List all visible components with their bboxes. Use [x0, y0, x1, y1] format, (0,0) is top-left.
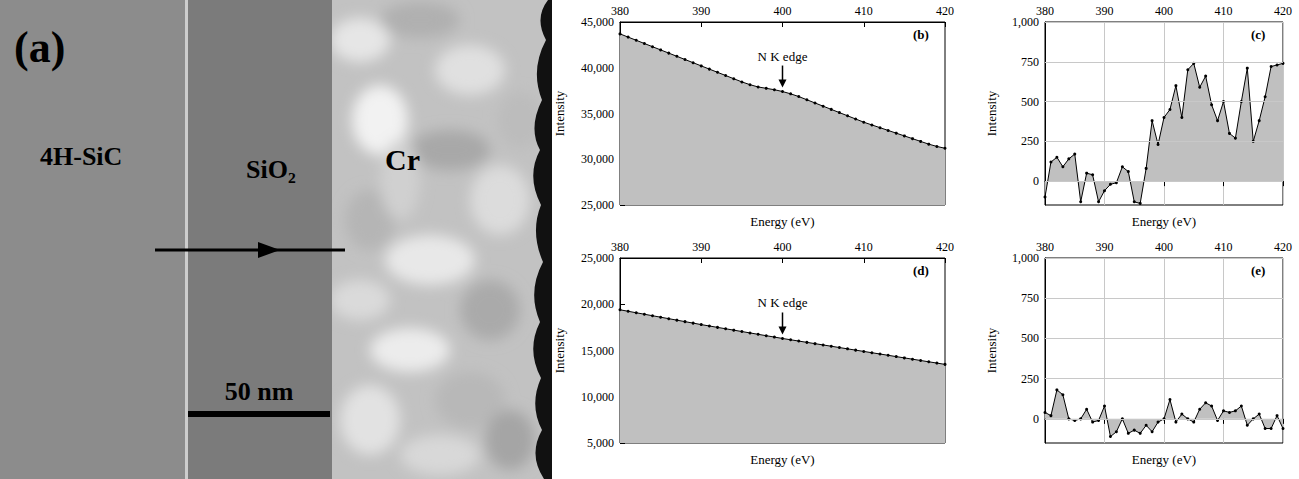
- svg-text:420: 420: [1274, 4, 1292, 18]
- svg-text:410: 410: [855, 240, 873, 254]
- svg-text:390: 390: [692, 4, 710, 18]
- svg-text:0: 0: [1033, 174, 1039, 188]
- svg-text:410: 410: [1215, 240, 1233, 254]
- svg-text:410: 410: [1215, 4, 1233, 18]
- svg-text:Energy (eV): Energy (eV): [1132, 452, 1196, 467]
- svg-text:15,000: 15,000: [581, 344, 614, 358]
- svg-text:380: 380: [1036, 240, 1054, 254]
- svg-text:390: 390: [1096, 240, 1114, 254]
- svg-text:400: 400: [774, 240, 792, 254]
- svg-text:(a): (a): [14, 23, 65, 72]
- svg-text:400: 400: [1155, 4, 1173, 18]
- svg-text:30,000: 30,000: [581, 152, 614, 166]
- svg-text:Intensity: Intensity: [984, 327, 999, 373]
- svg-text:40,000: 40,000: [581, 61, 614, 75]
- svg-text:400: 400: [774, 4, 792, 18]
- svg-text:410: 410: [855, 4, 873, 18]
- svg-text:380: 380: [1036, 4, 1054, 18]
- svg-text:250: 250: [1021, 134, 1039, 148]
- svg-text:Intensity: Intensity: [984, 90, 999, 136]
- svg-text:420: 420: [936, 4, 954, 18]
- svg-text:750: 750: [1021, 291, 1039, 305]
- svg-text:4H-SiC: 4H-SiC: [40, 142, 122, 171]
- svg-text:420: 420: [936, 240, 954, 254]
- svg-text:500: 500: [1021, 95, 1039, 109]
- svg-text:390: 390: [692, 240, 710, 254]
- svg-text:35,000: 35,000: [581, 107, 614, 121]
- svg-text:250: 250: [1021, 372, 1039, 386]
- svg-text:(c): (c): [1251, 27, 1265, 42]
- svg-text:1,000: 1,000: [1012, 15, 1039, 29]
- svg-text:Energy (eV): Energy (eV): [1132, 214, 1196, 229]
- svg-text:45,000: 45,000: [581, 15, 614, 29]
- svg-text:0: 0: [1033, 412, 1039, 426]
- svg-text:380: 380: [611, 240, 629, 254]
- svg-text:SiO₂: SiO₂: [246, 155, 296, 184]
- svg-text:Intensity: Intensity: [552, 327, 567, 373]
- svg-text:10,000: 10,000: [581, 390, 614, 404]
- svg-text:750: 750: [1021, 55, 1039, 69]
- svg-text:Energy (eV): Energy (eV): [750, 452, 814, 467]
- svg-text:N K edge: N K edge: [758, 295, 808, 310]
- svg-text:50 nm: 50 nm: [225, 377, 294, 406]
- svg-text:Energy (eV): Energy (eV): [750, 214, 814, 229]
- svg-text:5,000: 5,000: [587, 436, 614, 450]
- svg-text:500: 500: [1021, 331, 1039, 345]
- svg-text:390: 390: [1096, 4, 1114, 18]
- svg-text:380: 380: [611, 4, 629, 18]
- svg-text:420: 420: [1274, 240, 1292, 254]
- svg-text:(b): (b): [913, 27, 929, 42]
- svg-text:N K edge: N K edge: [758, 49, 808, 64]
- svg-text:(e): (e): [1251, 263, 1265, 278]
- svg-text:25,000: 25,000: [581, 251, 614, 265]
- svg-text:(d): (d): [913, 263, 929, 278]
- svg-text:25,000: 25,000: [581, 198, 614, 212]
- svg-text:Intensity: Intensity: [552, 90, 567, 136]
- svg-text:20,000: 20,000: [581, 297, 614, 311]
- svg-text:1,000: 1,000: [1012, 251, 1039, 265]
- svg-text:400: 400: [1155, 240, 1173, 254]
- svg-text:Cr: Cr: [385, 143, 420, 176]
